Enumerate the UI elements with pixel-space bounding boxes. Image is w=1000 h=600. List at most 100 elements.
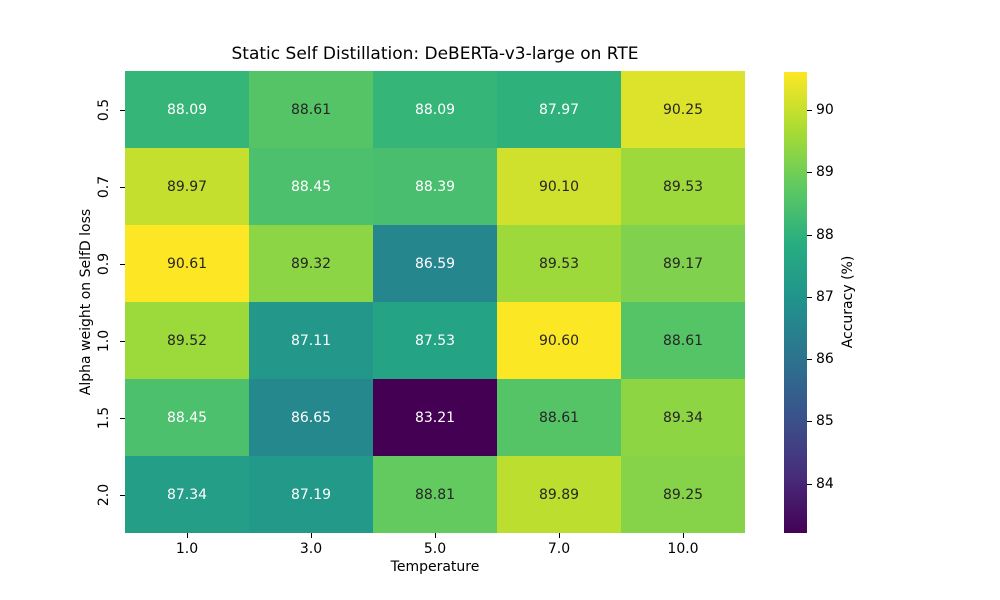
- heatmap-cell: 88.39: [373, 148, 497, 225]
- heatmap-cell: 89.89: [497, 456, 621, 533]
- cell-value: 88.81: [414, 486, 456, 503]
- x-tick-label: 7.0: [547, 541, 571, 557]
- y-axis-label: Alpha weight on SelfD loss: [78, 208, 94, 396]
- heatmap-cell: 86.59: [373, 225, 497, 302]
- x-tick-mark: [683, 533, 684, 538]
- heatmap-cell: 90.60: [497, 302, 621, 379]
- cell-value: 83.21: [414, 409, 456, 426]
- cell-value: 88.45: [166, 409, 208, 426]
- cell-value: 90.61: [166, 255, 208, 272]
- cell-value: 87.53: [414, 332, 456, 349]
- cell-value: 90.60: [538, 332, 580, 349]
- x-tick-mark: [435, 533, 436, 538]
- cell-value: 89.34: [662, 409, 704, 426]
- heatmap-cell: 88.09: [125, 71, 249, 148]
- heatmap-cell: 83.21: [373, 379, 497, 456]
- heatmap-cell: 89.97: [125, 148, 249, 225]
- cell-value: 89.53: [538, 255, 580, 272]
- heatmap-cell: 86.65: [249, 379, 373, 456]
- y-tick-label: 2.0: [96, 483, 112, 506]
- x-tick-label: 1.0: [175, 541, 199, 557]
- cell-value: 89.32: [290, 255, 332, 272]
- colorbar-tick-label: 88: [816, 226, 834, 243]
- colorbar-tick-mark: [807, 421, 812, 423]
- cell-value: 87.19: [290, 486, 332, 503]
- y-tick-mark: [120, 186, 125, 188]
- heatmap-cell: 89.17: [621, 225, 745, 302]
- y-tick-label: 0.9: [96, 252, 112, 275]
- heatmap-grid: 88.09 88.61 88.09 87.97 90.25 89.97 88.45 88.39…: [125, 71, 745, 533]
- colorbar-tick-mark: [807, 172, 812, 174]
- cell-value: 88.45: [290, 178, 332, 195]
- colorbar-tick-mark: [807, 110, 812, 111]
- heatmap-cell: 89.53: [621, 148, 745, 225]
- colorbar-tick-label: 85: [816, 413, 834, 430]
- cell-value: 88.61: [662, 332, 704, 349]
- colorbar-label: Accuracy (%): [840, 255, 856, 349]
- heatmap-cell: 90.10: [497, 148, 621, 225]
- cell-value: 88.09: [166, 101, 208, 118]
- cell-value: 88.61: [538, 409, 580, 426]
- cell-value: 88.61: [290, 101, 332, 118]
- heatmap-cell: 88.61: [621, 302, 745, 379]
- cell-value: 90.25: [662, 101, 704, 118]
- cell-value: 86.65: [290, 409, 332, 426]
- heatmap-cell: 89.53: [497, 225, 621, 302]
- colorbar-tick-label: 87: [816, 288, 834, 305]
- heatmap-cell: 87.97: [497, 71, 621, 148]
- cell-value: 87.97: [538, 101, 580, 118]
- heatmap-cell: 89.34: [621, 379, 745, 456]
- colorbar-tick-mark: [807, 296, 812, 298]
- y-tick-label: 1.0: [96, 329, 112, 352]
- cell-value: 89.17: [662, 255, 704, 272]
- heatmap-cell: 87.34: [125, 456, 249, 533]
- cell-value: 89.25: [662, 486, 704, 503]
- heatmap-cell: 90.61: [125, 225, 249, 302]
- colorbar-gradient: [784, 72, 807, 533]
- heatmap-cell: 89.25: [621, 456, 745, 533]
- heatmap-cell: 89.32: [249, 225, 373, 302]
- heatmap-cell: 89.52: [125, 302, 249, 379]
- chart-title: Static Self Distillation: DeBERTa-v3-lar…: [231, 44, 639, 64]
- heatmap-cell: 88.45: [125, 379, 249, 456]
- cell-value: 87.34: [166, 486, 208, 503]
- x-tick-label: 5.0: [423, 541, 447, 557]
- colorbar-tick-mark: [807, 234, 812, 236]
- cell-value: 90.10: [538, 178, 580, 195]
- y-tick-label: 0.5: [96, 98, 112, 121]
- y-tick-mark: [120, 263, 125, 265]
- colorbar-tick-label: 86: [816, 351, 834, 368]
- x-tick-label: 10.0: [667, 541, 699, 557]
- heatmap-cell: 88.45: [249, 148, 373, 225]
- cell-value: 88.39: [414, 178, 456, 195]
- y-tick-label: 0.7: [96, 175, 112, 198]
- y-tick-mark: [120, 340, 125, 342]
- colorbar-tick-mark: [807, 483, 812, 485]
- y-tick-label: 1.5: [96, 406, 112, 429]
- heatmap-cell: 87.19: [249, 456, 373, 533]
- heatmap-cell: 87.11: [249, 302, 373, 379]
- colorbar-tick-label: 84: [816, 475, 834, 492]
- heatmap-cell: 90.25: [621, 71, 745, 148]
- cell-value: 89.97: [166, 178, 208, 195]
- x-tick-label: 3.0: [299, 541, 323, 557]
- heatmap-cell: 88.81: [373, 456, 497, 533]
- heatmap-cell: 87.53: [373, 302, 497, 379]
- cell-value: 89.53: [662, 178, 704, 195]
- heatmap-cell: 88.09: [373, 71, 497, 148]
- x-axis-label: Temperature: [390, 559, 480, 575]
- x-tick-mark: [187, 533, 188, 538]
- x-tick-mark: [559, 533, 560, 538]
- cell-value: 87.11: [290, 332, 332, 349]
- colorbar-tick-label: 90: [816, 102, 834, 118]
- cell-value: 86.59: [414, 255, 456, 272]
- colorbar-tick-mark: [807, 359, 812, 361]
- colorbar-tick-label: 89: [816, 164, 834, 181]
- heatmap-cell: 88.61: [249, 71, 373, 148]
- y-tick-mark: [120, 494, 125, 496]
- cell-value: 89.89: [538, 486, 580, 503]
- cell-value: 89.52: [166, 332, 208, 349]
- x-tick-mark: [311, 533, 312, 538]
- y-tick-mark: [120, 109, 125, 111]
